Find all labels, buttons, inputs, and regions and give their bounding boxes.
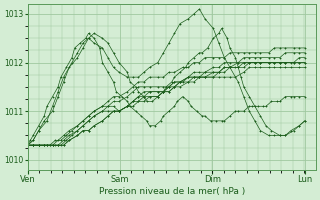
- X-axis label: Pression niveau de la mer( hPa ): Pression niveau de la mer( hPa ): [99, 187, 245, 196]
